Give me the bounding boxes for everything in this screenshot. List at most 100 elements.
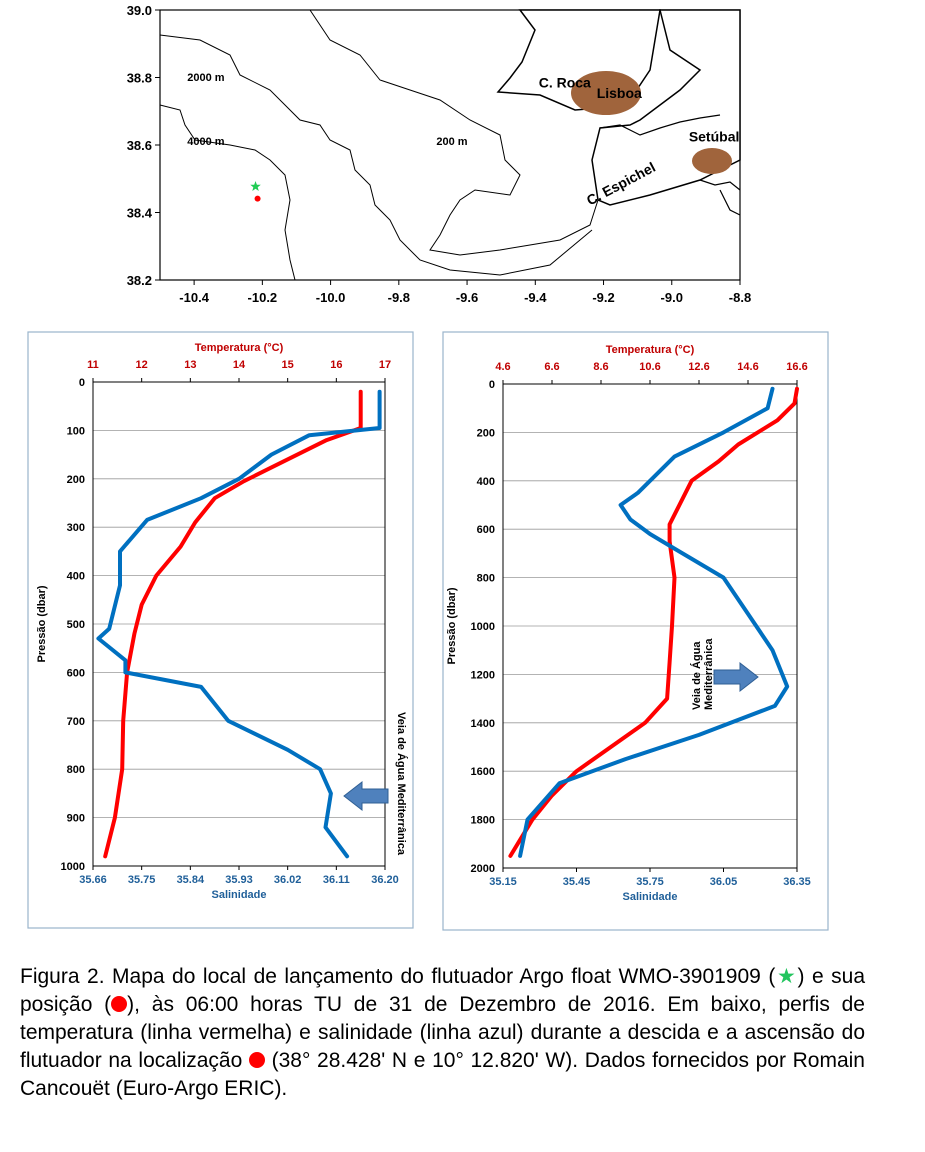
pressure-tick-label: 0 bbox=[79, 377, 85, 389]
red-dot-icon bbox=[248, 1052, 265, 1068]
temperature-tick-label: 15 bbox=[282, 359, 294, 371]
salinity-axis-title: Salinidade bbox=[211, 889, 266, 901]
map-y-tick-label: 38.4 bbox=[127, 206, 153, 221]
salinity-axis-title: Salinidade bbox=[622, 891, 677, 903]
temperature-profile-line bbox=[103, 389, 363, 859]
salinity-profile-line bbox=[96, 389, 382, 859]
isobath-4000m bbox=[159, 104, 296, 281]
salinity-tick-label: 36.11 bbox=[323, 874, 350, 886]
panel-frame-right bbox=[442, 331, 829, 931]
temperature-tick-label: 16 bbox=[330, 359, 342, 371]
sado-estuary bbox=[699, 179, 741, 216]
temperature-tick-label: 8.6 bbox=[593, 361, 608, 373]
salinity-profile-line bbox=[518, 386, 790, 858]
pressure-tick-label: 1000 bbox=[61, 861, 85, 873]
temperature-axis-title: Temperatura (°C) bbox=[195, 342, 284, 354]
temperature-tick-label: 13 bbox=[184, 359, 196, 371]
salinity-tick-label: 35.93 bbox=[225, 874, 253, 886]
pressure-axis-title: Pressão (dbar) bbox=[446, 587, 458, 664]
pressure-tick-label: 1200 bbox=[471, 669, 495, 681]
salinity-tick-label: 35.75 bbox=[636, 876, 664, 888]
figure-canvas: -10.4 -10.2 -10.0 -9.8 -9.6 -9.4 -9.2 -9.0 -8.8 3… bbox=[27, 3, 829, 931]
pressure-axis-title: Pressão (dbar) bbox=[36, 585, 48, 662]
temperature-tick-label: 12.6 bbox=[688, 361, 709, 373]
pressure-tick-label: 1400 bbox=[471, 718, 495, 730]
salinity-tick-label: 35.75 bbox=[128, 874, 156, 886]
annotation-left: Veia de Água Mediterrânica bbox=[395, 712, 408, 856]
isobath-200m bbox=[309, 9, 599, 256]
pressure-tick-label: 400 bbox=[477, 476, 495, 488]
temperature-profile-line bbox=[508, 386, 799, 858]
pressure-tick-label: 100 bbox=[67, 425, 85, 437]
isobath-label: 4000 m bbox=[187, 136, 225, 148]
place-label: Lisboa bbox=[597, 85, 642, 101]
salinity-tick-label: 36.02 bbox=[274, 874, 302, 886]
green-star-icon: ★ bbox=[775, 965, 798, 988]
map-x-tick-label: -9.8 bbox=[388, 290, 410, 305]
pressure-tick-label: 800 bbox=[67, 764, 85, 776]
pressure-tick-label: 600 bbox=[67, 667, 85, 679]
pressure-tick-label: 1000 bbox=[471, 621, 495, 633]
isobath-label: 2000 m bbox=[187, 72, 225, 84]
isobath-label: 200 m bbox=[436, 136, 467, 148]
pressure-tick-label: 400 bbox=[67, 571, 85, 583]
setubal-area bbox=[692, 148, 732, 174]
map-x-tick-label: -8.8 bbox=[729, 290, 751, 305]
temperature-tick-label: 11 bbox=[87, 359, 99, 371]
pressure-tick-label: 1600 bbox=[471, 766, 495, 778]
caption-part-3: ), às 06:00 horas TU de 31 de Dezembro d… bbox=[20, 993, 865, 1072]
temperature-axis-title: Temperatura (°C) bbox=[606, 344, 695, 356]
pressure-tick-label: 0 bbox=[489, 379, 495, 391]
temperature-tick-label: 6.6 bbox=[544, 361, 559, 373]
pressure-tick-label: 1800 bbox=[471, 815, 495, 827]
float-launch-star-marker bbox=[250, 181, 261, 191]
map-x-tick-label: -10.4 bbox=[179, 290, 209, 305]
tagus-estuary bbox=[599, 114, 721, 136]
pressure-tick-label: 200 bbox=[477, 427, 495, 439]
salinity-tick-label: 35.84 bbox=[177, 874, 205, 886]
caption-part-1: Figura 2. Mapa do local de lançamento do… bbox=[20, 965, 776, 988]
map-x-tick-label: -10.0 bbox=[316, 290, 346, 305]
lisboa-area bbox=[571, 71, 641, 115]
pressure-tick-label: 600 bbox=[477, 524, 495, 536]
salinity-tick-label: 35.66 bbox=[79, 874, 107, 886]
map-x-tick-label: -9.6 bbox=[456, 290, 478, 305]
map-y-tick-label: 38.8 bbox=[127, 71, 152, 86]
pressure-tick-label: 500 bbox=[67, 619, 85, 631]
place-label: Setúbal bbox=[689, 129, 740, 145]
panel-frame-left bbox=[27, 331, 414, 929]
annotation-right: Veia de ÁguaMediterrânica bbox=[690, 638, 715, 710]
red-dot-icon bbox=[111, 996, 128, 1012]
float-position-marker bbox=[254, 195, 261, 202]
mediterranean-arrow-left bbox=[343, 780, 389, 812]
pressure-tick-label: 300 bbox=[67, 522, 85, 534]
salinity-tick-label: 36.20 bbox=[371, 874, 399, 886]
temperature-tick-label: 12 bbox=[136, 359, 148, 371]
salinity-tick-label: 36.35 bbox=[783, 876, 811, 888]
map-y-tick-label: 38.6 bbox=[127, 138, 152, 153]
salinity-tick-label: 36.05 bbox=[710, 876, 738, 888]
salinity-tick-label: 35.45 bbox=[563, 876, 591, 888]
temperature-tick-label: 10.6 bbox=[639, 361, 660, 373]
profile-panel-right: 0 200 400 600 800 1000 1200 1400 1600 1800 2000 4.6… bbox=[442, 331, 829, 931]
map-panel: -10.4 -10.2 -10.0 -9.8 -9.6 -9.4 -9.2 -9.0 -8.8 3… bbox=[127, 3, 752, 305]
salinity-tick-label: 35.15 bbox=[489, 876, 517, 888]
pressure-tick-label: 900 bbox=[67, 813, 85, 825]
pressure-tick-label: 800 bbox=[477, 573, 495, 585]
caption-part-2: ) e sua posição ( bbox=[20, 965, 866, 1016]
figure-caption: Figura 2. Mapa do local de lançamento do… bbox=[20, 963, 865, 1103]
temperature-tick-label: 16.6 bbox=[786, 361, 807, 373]
map-x-tick-label: -9.4 bbox=[524, 290, 547, 305]
mediterranean-arrow-right bbox=[713, 661, 759, 693]
annotation-right-line1: Veia de Água bbox=[690, 641, 703, 710]
map-y-tick-label: 38.2 bbox=[127, 273, 152, 288]
annotation-right-line2: Mediterrânica bbox=[703, 638, 715, 710]
pressure-tick-label: 700 bbox=[67, 716, 85, 728]
isobath-2000m bbox=[159, 34, 593, 276]
map-x-tick-label: -9.0 bbox=[661, 290, 683, 305]
map-y-tick-label: 39.0 bbox=[127, 3, 152, 18]
temperature-tick-label: 17 bbox=[379, 359, 391, 371]
temperature-tick-label: 14 bbox=[233, 359, 246, 371]
map-x-tick-label: -10.2 bbox=[248, 290, 278, 305]
pressure-tick-label: 2000 bbox=[471, 863, 495, 875]
